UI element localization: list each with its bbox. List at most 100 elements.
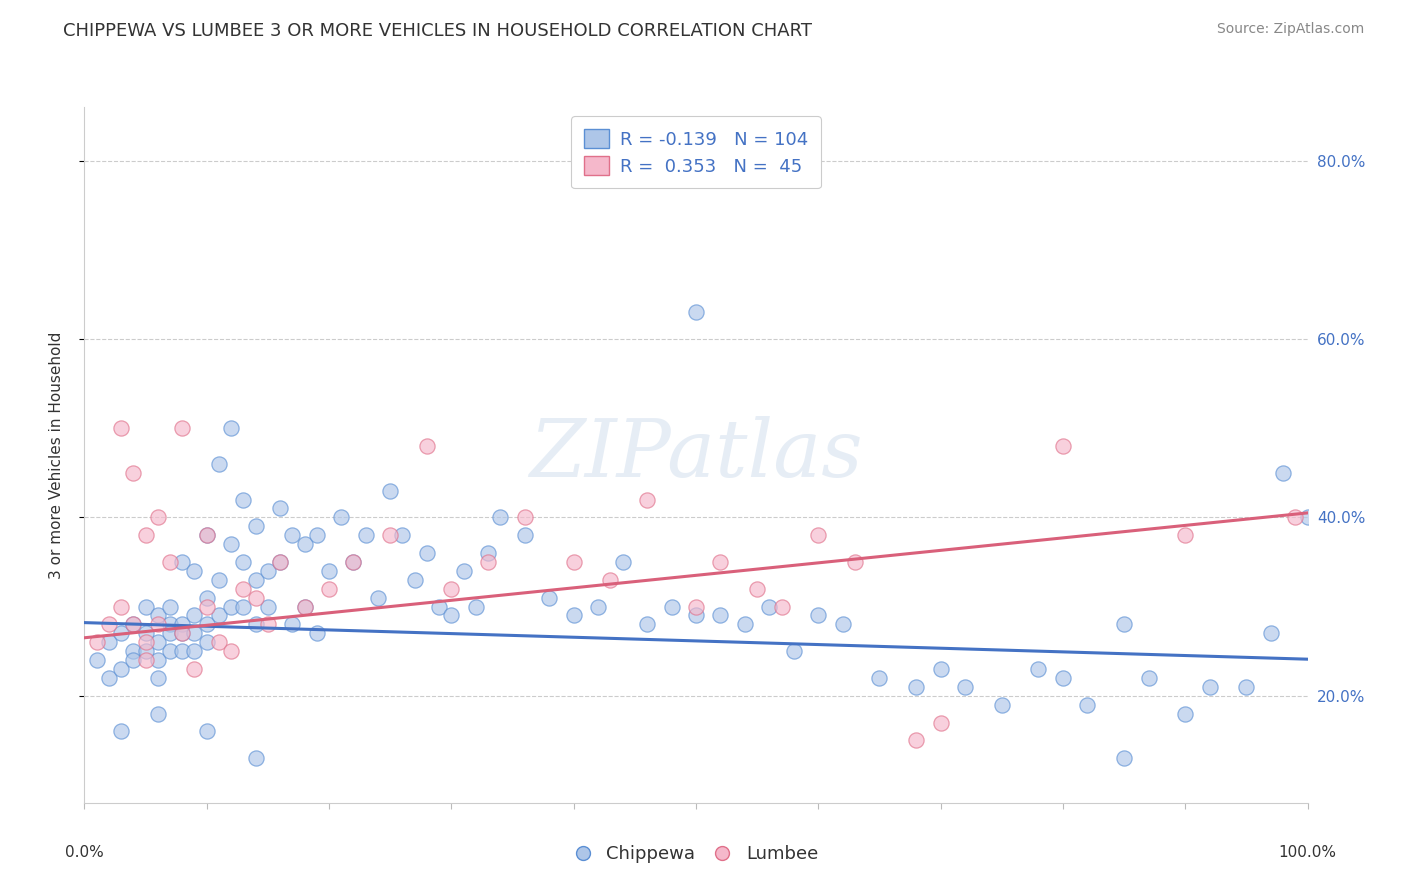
Point bbox=[1114, 617, 1136, 632]
Point bbox=[391, 528, 413, 542]
Point bbox=[831, 617, 853, 632]
Point bbox=[86, 653, 108, 667]
Point bbox=[453, 564, 475, 578]
Point bbox=[354, 528, 377, 542]
Point bbox=[183, 564, 205, 578]
Point bbox=[427, 599, 450, 614]
Point bbox=[477, 555, 499, 569]
Point bbox=[734, 617, 756, 632]
Point bbox=[294, 537, 316, 551]
Point bbox=[758, 599, 780, 614]
Point bbox=[219, 537, 242, 551]
Point bbox=[232, 555, 254, 569]
Point bbox=[146, 617, 169, 632]
Point bbox=[440, 608, 463, 623]
Point bbox=[513, 528, 536, 542]
Point bbox=[245, 573, 267, 587]
Point bbox=[1052, 439, 1074, 453]
Point bbox=[562, 555, 585, 569]
Point bbox=[709, 608, 731, 623]
Point bbox=[440, 582, 463, 596]
Point bbox=[122, 653, 145, 667]
Point bbox=[86, 635, 108, 649]
Point bbox=[562, 608, 585, 623]
Point bbox=[685, 305, 707, 319]
Point bbox=[110, 626, 132, 640]
Point bbox=[513, 510, 536, 524]
Text: 0.0%: 0.0% bbox=[65, 845, 104, 860]
Point bbox=[991, 698, 1014, 712]
Point bbox=[330, 510, 353, 524]
Point bbox=[1284, 510, 1306, 524]
Point bbox=[367, 591, 389, 605]
Text: 100.0%: 100.0% bbox=[1278, 845, 1337, 860]
Point bbox=[135, 635, 157, 649]
Point bbox=[159, 599, 181, 614]
Point bbox=[135, 626, 157, 640]
Point bbox=[97, 617, 120, 632]
Point bbox=[195, 635, 218, 649]
Point bbox=[146, 706, 169, 721]
Point bbox=[807, 528, 830, 542]
Point bbox=[464, 599, 486, 614]
Point bbox=[747, 582, 769, 596]
Point bbox=[172, 617, 194, 632]
Point bbox=[146, 635, 169, 649]
Point bbox=[172, 644, 194, 658]
Point bbox=[1296, 510, 1319, 524]
Point bbox=[195, 617, 218, 632]
Point bbox=[1137, 671, 1160, 685]
Point bbox=[612, 555, 634, 569]
Point bbox=[195, 528, 218, 542]
Point bbox=[586, 599, 609, 614]
Point bbox=[245, 751, 267, 765]
Point bbox=[146, 608, 169, 623]
Point bbox=[269, 555, 291, 569]
Text: CHIPPEWA VS LUMBEE 3 OR MORE VEHICLES IN HOUSEHOLD CORRELATION CHART: CHIPPEWA VS LUMBEE 3 OR MORE VEHICLES IN… bbox=[63, 22, 813, 40]
Point bbox=[135, 653, 157, 667]
Point bbox=[305, 626, 328, 640]
Point bbox=[172, 626, 194, 640]
Point bbox=[953, 680, 976, 694]
Point bbox=[416, 439, 439, 453]
Point bbox=[305, 528, 328, 542]
Point bbox=[929, 662, 952, 676]
Point bbox=[661, 599, 683, 614]
Y-axis label: 3 or more Vehicles in Household: 3 or more Vehicles in Household bbox=[49, 331, 63, 579]
Point bbox=[269, 555, 291, 569]
Point bbox=[183, 626, 205, 640]
Point bbox=[110, 421, 132, 435]
Point bbox=[1198, 680, 1220, 694]
Point bbox=[122, 466, 145, 480]
Point bbox=[905, 733, 928, 747]
Point bbox=[844, 555, 866, 569]
Point bbox=[195, 724, 218, 739]
Point bbox=[380, 483, 402, 498]
Point bbox=[146, 510, 169, 524]
Point bbox=[146, 653, 169, 667]
Text: ZIPatlas: ZIPatlas bbox=[529, 417, 863, 493]
Point bbox=[489, 510, 512, 524]
Point bbox=[318, 564, 340, 578]
Point bbox=[208, 608, 231, 623]
Point bbox=[232, 582, 254, 596]
Point bbox=[1236, 680, 1258, 694]
Point bbox=[477, 546, 499, 560]
Point bbox=[416, 546, 439, 560]
Point bbox=[97, 671, 120, 685]
Point bbox=[135, 599, 157, 614]
Point bbox=[219, 421, 242, 435]
Point bbox=[281, 528, 304, 542]
Point bbox=[172, 626, 194, 640]
Point bbox=[172, 421, 194, 435]
Point bbox=[1272, 466, 1295, 480]
Point bbox=[342, 555, 364, 569]
Point bbox=[770, 599, 793, 614]
Point bbox=[599, 573, 621, 587]
Point bbox=[783, 644, 806, 658]
Point bbox=[122, 617, 145, 632]
Point bbox=[208, 457, 231, 471]
Point bbox=[685, 599, 707, 614]
Point bbox=[269, 501, 291, 516]
Point bbox=[342, 555, 364, 569]
